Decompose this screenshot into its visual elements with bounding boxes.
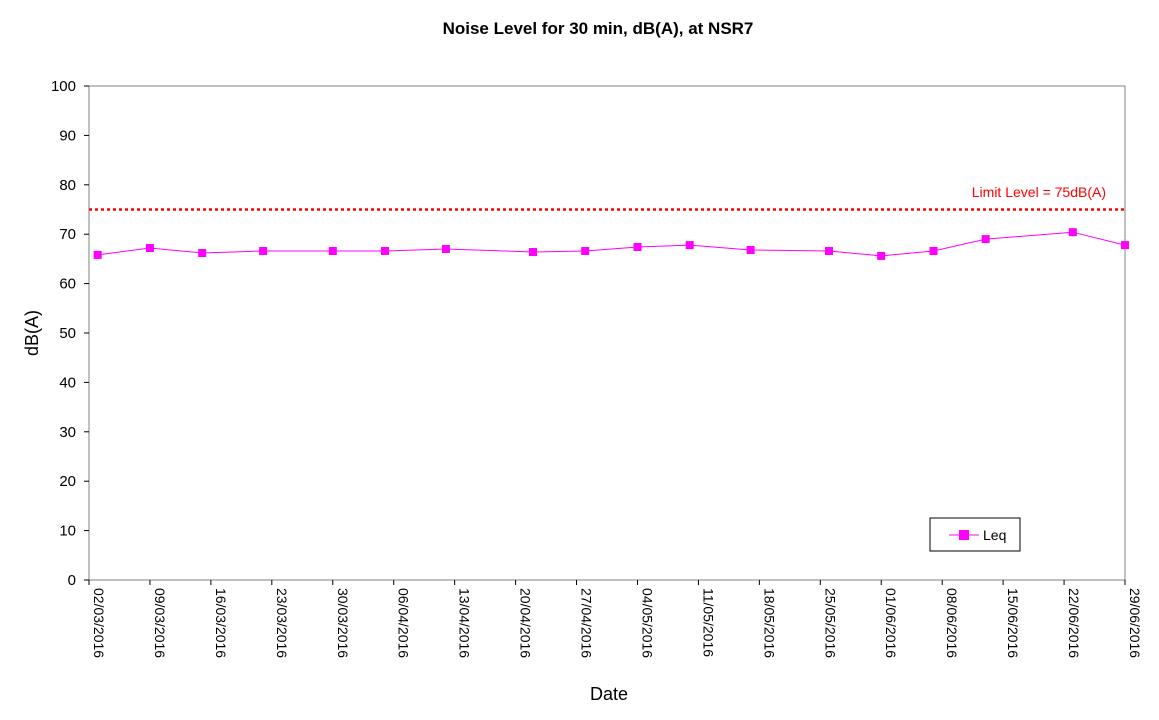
legend-marker-leq <box>959 530 969 540</box>
y-tick-label: 10 <box>59 523 76 540</box>
data-point <box>328 247 337 255</box>
data-point <box>441 245 450 253</box>
y-tick-label: 60 <box>59 276 76 293</box>
legend: Leq <box>929 517 1021 552</box>
data-point <box>825 247 833 255</box>
y-tick-label: 100 <box>51 78 76 95</box>
x-tick-label: 04/05/2016 <box>639 588 655 658</box>
series-points-leq <box>93 228 1129 260</box>
data-point <box>685 241 694 250</box>
x-tick-label: 23/03/2016 <box>274 588 290 658</box>
x-tick-label: 02/03/2016 <box>91 588 107 658</box>
x-tick-label: 15/06/2016 <box>1005 588 1021 658</box>
series-line-leq <box>97 231 1126 257</box>
y-tick-label: 30 <box>59 424 76 441</box>
limit-label: Limit Level = 75dB(A) <box>972 184 1106 200</box>
data-point <box>981 235 990 244</box>
data-point <box>145 244 154 252</box>
x-tick-label: 01/06/2016 <box>883 588 899 658</box>
y-tick-label: 90 <box>59 127 76 144</box>
x-tick-label: 18/05/2016 <box>761 588 777 658</box>
y-tick-label: 80 <box>59 177 76 194</box>
x-tick-label: 25/05/2016 <box>822 588 838 658</box>
y-axis-label: dB(A) <box>22 310 42 356</box>
x-tick-label: 06/04/2016 <box>396 588 412 658</box>
x-tick-label: 22/06/2016 <box>1066 588 1082 658</box>
data-point <box>929 247 938 255</box>
legend-label-leq: Leq <box>983 527 1006 543</box>
y-tick-label: 40 <box>59 374 76 391</box>
data-point <box>1068 228 1077 237</box>
x-tick-label: 08/06/2016 <box>944 588 960 658</box>
x-axis-label: Date <box>590 684 628 704</box>
data-point <box>581 247 590 255</box>
x-axis: 02/03/2016 09/03/2016 16/03/2016 23/03/2016… <box>88 580 1143 658</box>
data-point <box>93 250 102 259</box>
y-tick-label: 70 <box>59 226 76 243</box>
x-tick-label: 27/04/2016 <box>579 588 595 658</box>
x-tick-label: 20/04/2016 <box>518 588 534 658</box>
y-tick-label: 20 <box>59 473 76 490</box>
x-tick-label: 09/03/2016 <box>152 588 168 658</box>
data-point <box>746 246 755 254</box>
x-tick-label: 30/03/2016 <box>335 588 351 658</box>
x-tick-label: 29/06/2016 <box>1127 588 1143 658</box>
x-tick-label: 11/05/2016 <box>700 588 716 657</box>
y-tick-label: 0 <box>68 572 76 589</box>
plot-area <box>88 85 1126 581</box>
data-point <box>198 249 207 257</box>
data-point <box>529 248 537 256</box>
y-tick-label: 50 <box>59 325 76 342</box>
y-axis: 0 10 20 30 40 50 60 70 80 90 100 <box>51 78 89 589</box>
data-point <box>1121 241 1129 250</box>
data-point <box>877 251 886 260</box>
data-point <box>381 247 389 255</box>
x-tick-label: 13/04/2016 <box>457 588 473 658</box>
data-point <box>259 247 268 255</box>
x-tick-label: 16/03/2016 <box>213 588 229 658</box>
data-point <box>633 243 642 251</box>
chart-title: Noise Level for 30 min, dB(A), at NSR7 <box>443 19 754 38</box>
